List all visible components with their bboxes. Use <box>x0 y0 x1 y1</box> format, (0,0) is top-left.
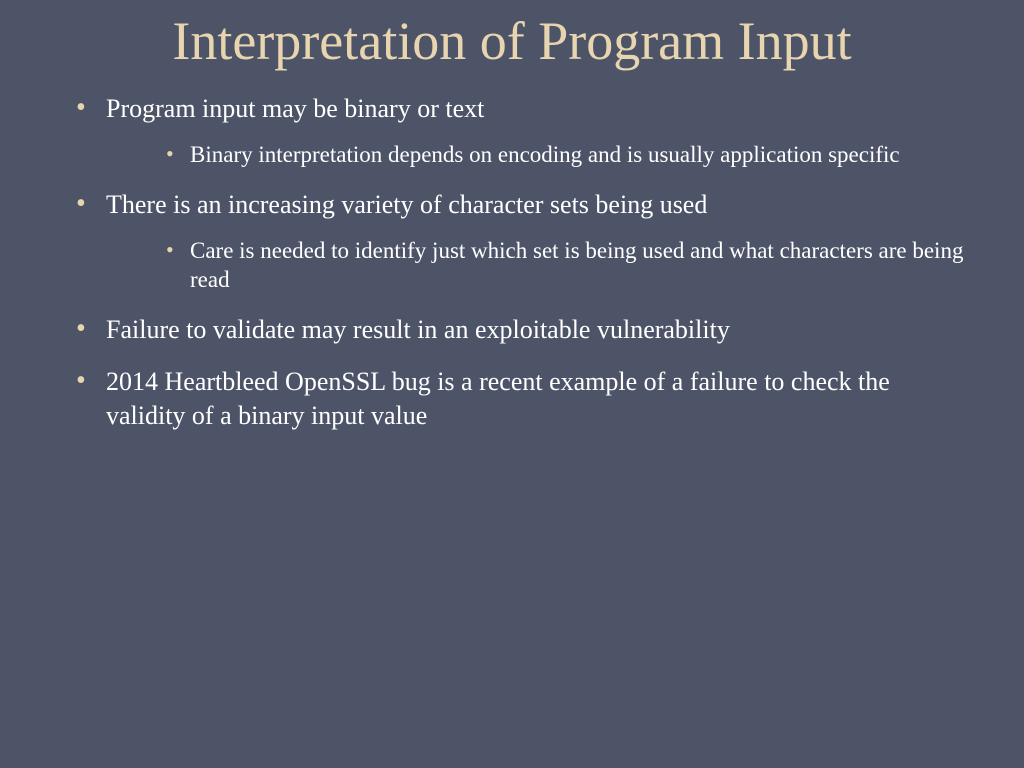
bullet-text: There is an increasing variety of charac… <box>106 190 707 219</box>
sub-bullet-text: Care is needed to identify just which se… <box>190 238 963 293</box>
bullet-text: Failure to validate may result in an exp… <box>106 315 730 344</box>
slide-container: Interpretation of Program Input Program … <box>0 0 1024 768</box>
bullet-item: 2014 Heartbleed OpenSSL bug is a recent … <box>70 365 974 433</box>
main-bullet-list: Program input may be binary or text Bina… <box>70 92 974 433</box>
bullet-text: 2014 Heartbleed OpenSSL bug is a recent … <box>106 367 890 430</box>
sub-bullet-list: Binary interpretation depends on encodin… <box>166 140 974 170</box>
bullet-item: Program input may be binary or text Bina… <box>70 92 974 170</box>
slide-content: Program input may be binary or text Bina… <box>50 92 974 433</box>
sub-bullet-text: Binary interpretation depends on encodin… <box>190 142 900 167</box>
bullet-text: Program input may be binary or text <box>106 94 484 123</box>
sub-bullet-item: Care is needed to identify just which se… <box>166 236 974 296</box>
slide-title: Interpretation of Program Input <box>50 10 974 72</box>
sub-bullet-list: Care is needed to identify just which se… <box>166 236 974 296</box>
bullet-item: There is an increasing variety of charac… <box>70 188 974 296</box>
sub-bullet-item: Binary interpretation depends on encodin… <box>166 140 974 170</box>
bullet-item: Failure to validate may result in an exp… <box>70 313 974 347</box>
